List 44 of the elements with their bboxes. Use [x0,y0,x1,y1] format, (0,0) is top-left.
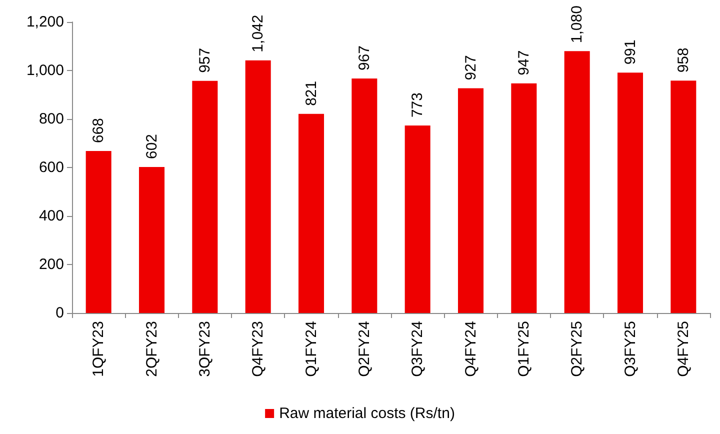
y-tick-label: 200 [38,256,64,273]
y-tick-label: 1,200 [26,14,64,30]
data-label: 773 [409,92,426,118]
data-label: 668 [90,118,108,144]
x-tick-label: 2QFY23 [143,321,160,377]
bar [245,60,271,313]
x-tick-label: Q4FY23 [250,321,267,377]
x-tick-label: Q1FY25 [515,321,532,377]
x-tick-label: 3QFY23 [196,321,214,377]
data-label: 821 [302,80,320,106]
bar [352,78,378,313]
y-tick-label: 1,000 [26,62,64,79]
y-tick-label: 400 [38,208,64,224]
x-tick-label: Q1FY24 [302,321,320,377]
data-label: 967 [356,45,373,71]
x-tick-label: 1QFY23 [90,321,108,377]
x-tick-label: Q4FY24 [462,321,480,377]
bar [564,51,590,313]
data-label: 991 [622,40,639,65]
data-label: 947 [515,50,532,76]
bar [670,80,696,313]
legend-label: Raw material costs (Rs/tn) [279,405,455,422]
y-tick-label: 0 [56,304,64,322]
x-tick-label: Q3FY24 [409,321,426,377]
data-label: 957 [196,48,214,73]
bar [192,80,218,313]
bar [511,83,537,313]
x-tick-label: Q3FY25 [622,321,639,377]
x-tick-label: Q4FY25 [674,321,692,377]
y-tick-label: 600 [38,159,64,176]
bar [298,114,324,313]
data-label: 1,042 [250,14,267,52]
data-label: 1,080 [568,6,586,44]
x-tick-label: Q2FY24 [356,321,373,377]
x-tick-label: Q2FY25 [568,321,586,377]
bar [458,88,484,313]
bar [138,167,165,313]
y-tick-label: 800 [38,110,64,128]
bar [404,126,430,313]
bar [86,151,112,313]
data-label: 602 [143,134,160,160]
data-label: 927 [462,55,480,80]
bar [617,72,644,313]
data-label: 958 [674,48,692,73]
